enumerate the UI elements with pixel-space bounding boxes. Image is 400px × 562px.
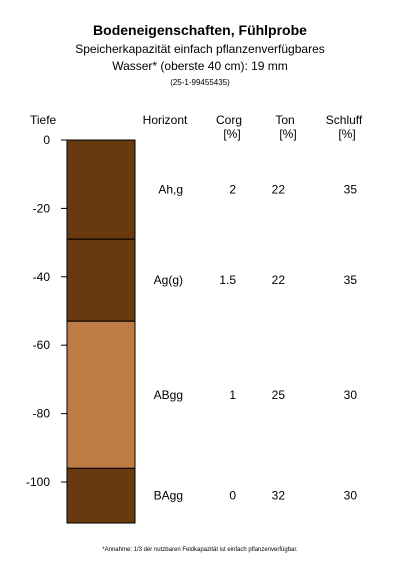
layer-schluff: 30 <box>344 489 358 503</box>
depth-tick-label: -40 <box>33 270 51 284</box>
layer-ton: 32 <box>272 489 286 503</box>
layer-horizon: Ag(g) <box>154 273 183 287</box>
column-header-ton: Ton <box>275 113 294 127</box>
soil-layer-2 <box>66 238 136 322</box>
layer-corg: 1.5 <box>219 273 236 287</box>
column-unit-ton: [%] <box>279 127 296 141</box>
chart-title: Bodeneigenschaften, Fühlprobe <box>93 22 307 38</box>
layer-ton: 22 <box>272 273 286 287</box>
sample-id: (25-1-99455435) <box>170 78 230 87</box>
layer-schluff: 35 <box>344 183 358 197</box>
layer-schluff: 30 <box>344 388 358 402</box>
footnote: *Annahme: 1/3 der nutzbaren Feldkapazitä… <box>102 547 298 553</box>
layer-corg: 2 <box>229 183 236 197</box>
depth-tick-label: -100 <box>26 475 50 489</box>
layer-corg: 0 <box>229 489 236 503</box>
column-unit-schluff: [%] <box>338 127 355 141</box>
layer-ton: 22 <box>272 183 286 197</box>
column-header-corg: Corg <box>216 113 242 127</box>
depth-tick-label: -20 <box>33 201 51 215</box>
layer-horizon: BAgg <box>154 489 183 503</box>
column-header-schluff: Schluff <box>326 113 363 127</box>
layer-horizon: ABgg <box>154 388 183 402</box>
depth-tick-label: -60 <box>33 338 51 352</box>
soil-layer-1 <box>66 139 136 240</box>
soil-layer-4 <box>66 467 136 524</box>
layer-schluff: 35 <box>344 273 358 287</box>
chart-subtitle-line2: Wasser* (oberste 40 cm): 19 mm <box>112 59 288 73</box>
layer-corg: 1 <box>229 388 236 402</box>
layer-horizon: Ah,g <box>158 183 183 197</box>
depth-tick-label: -80 <box>33 407 51 421</box>
chart-subtitle-line1: Speicherkapazität einfach pflanzenverfüg… <box>75 42 325 56</box>
column-unit-corg: [%] <box>223 127 240 141</box>
soil-layer-3 <box>66 320 136 469</box>
depth-axis-label: Tiefe <box>30 113 57 127</box>
column-header-horizon: Horizont <box>143 113 188 127</box>
layer-ton: 25 <box>272 388 286 402</box>
depth-tick-label: 0 <box>43 133 50 147</box>
